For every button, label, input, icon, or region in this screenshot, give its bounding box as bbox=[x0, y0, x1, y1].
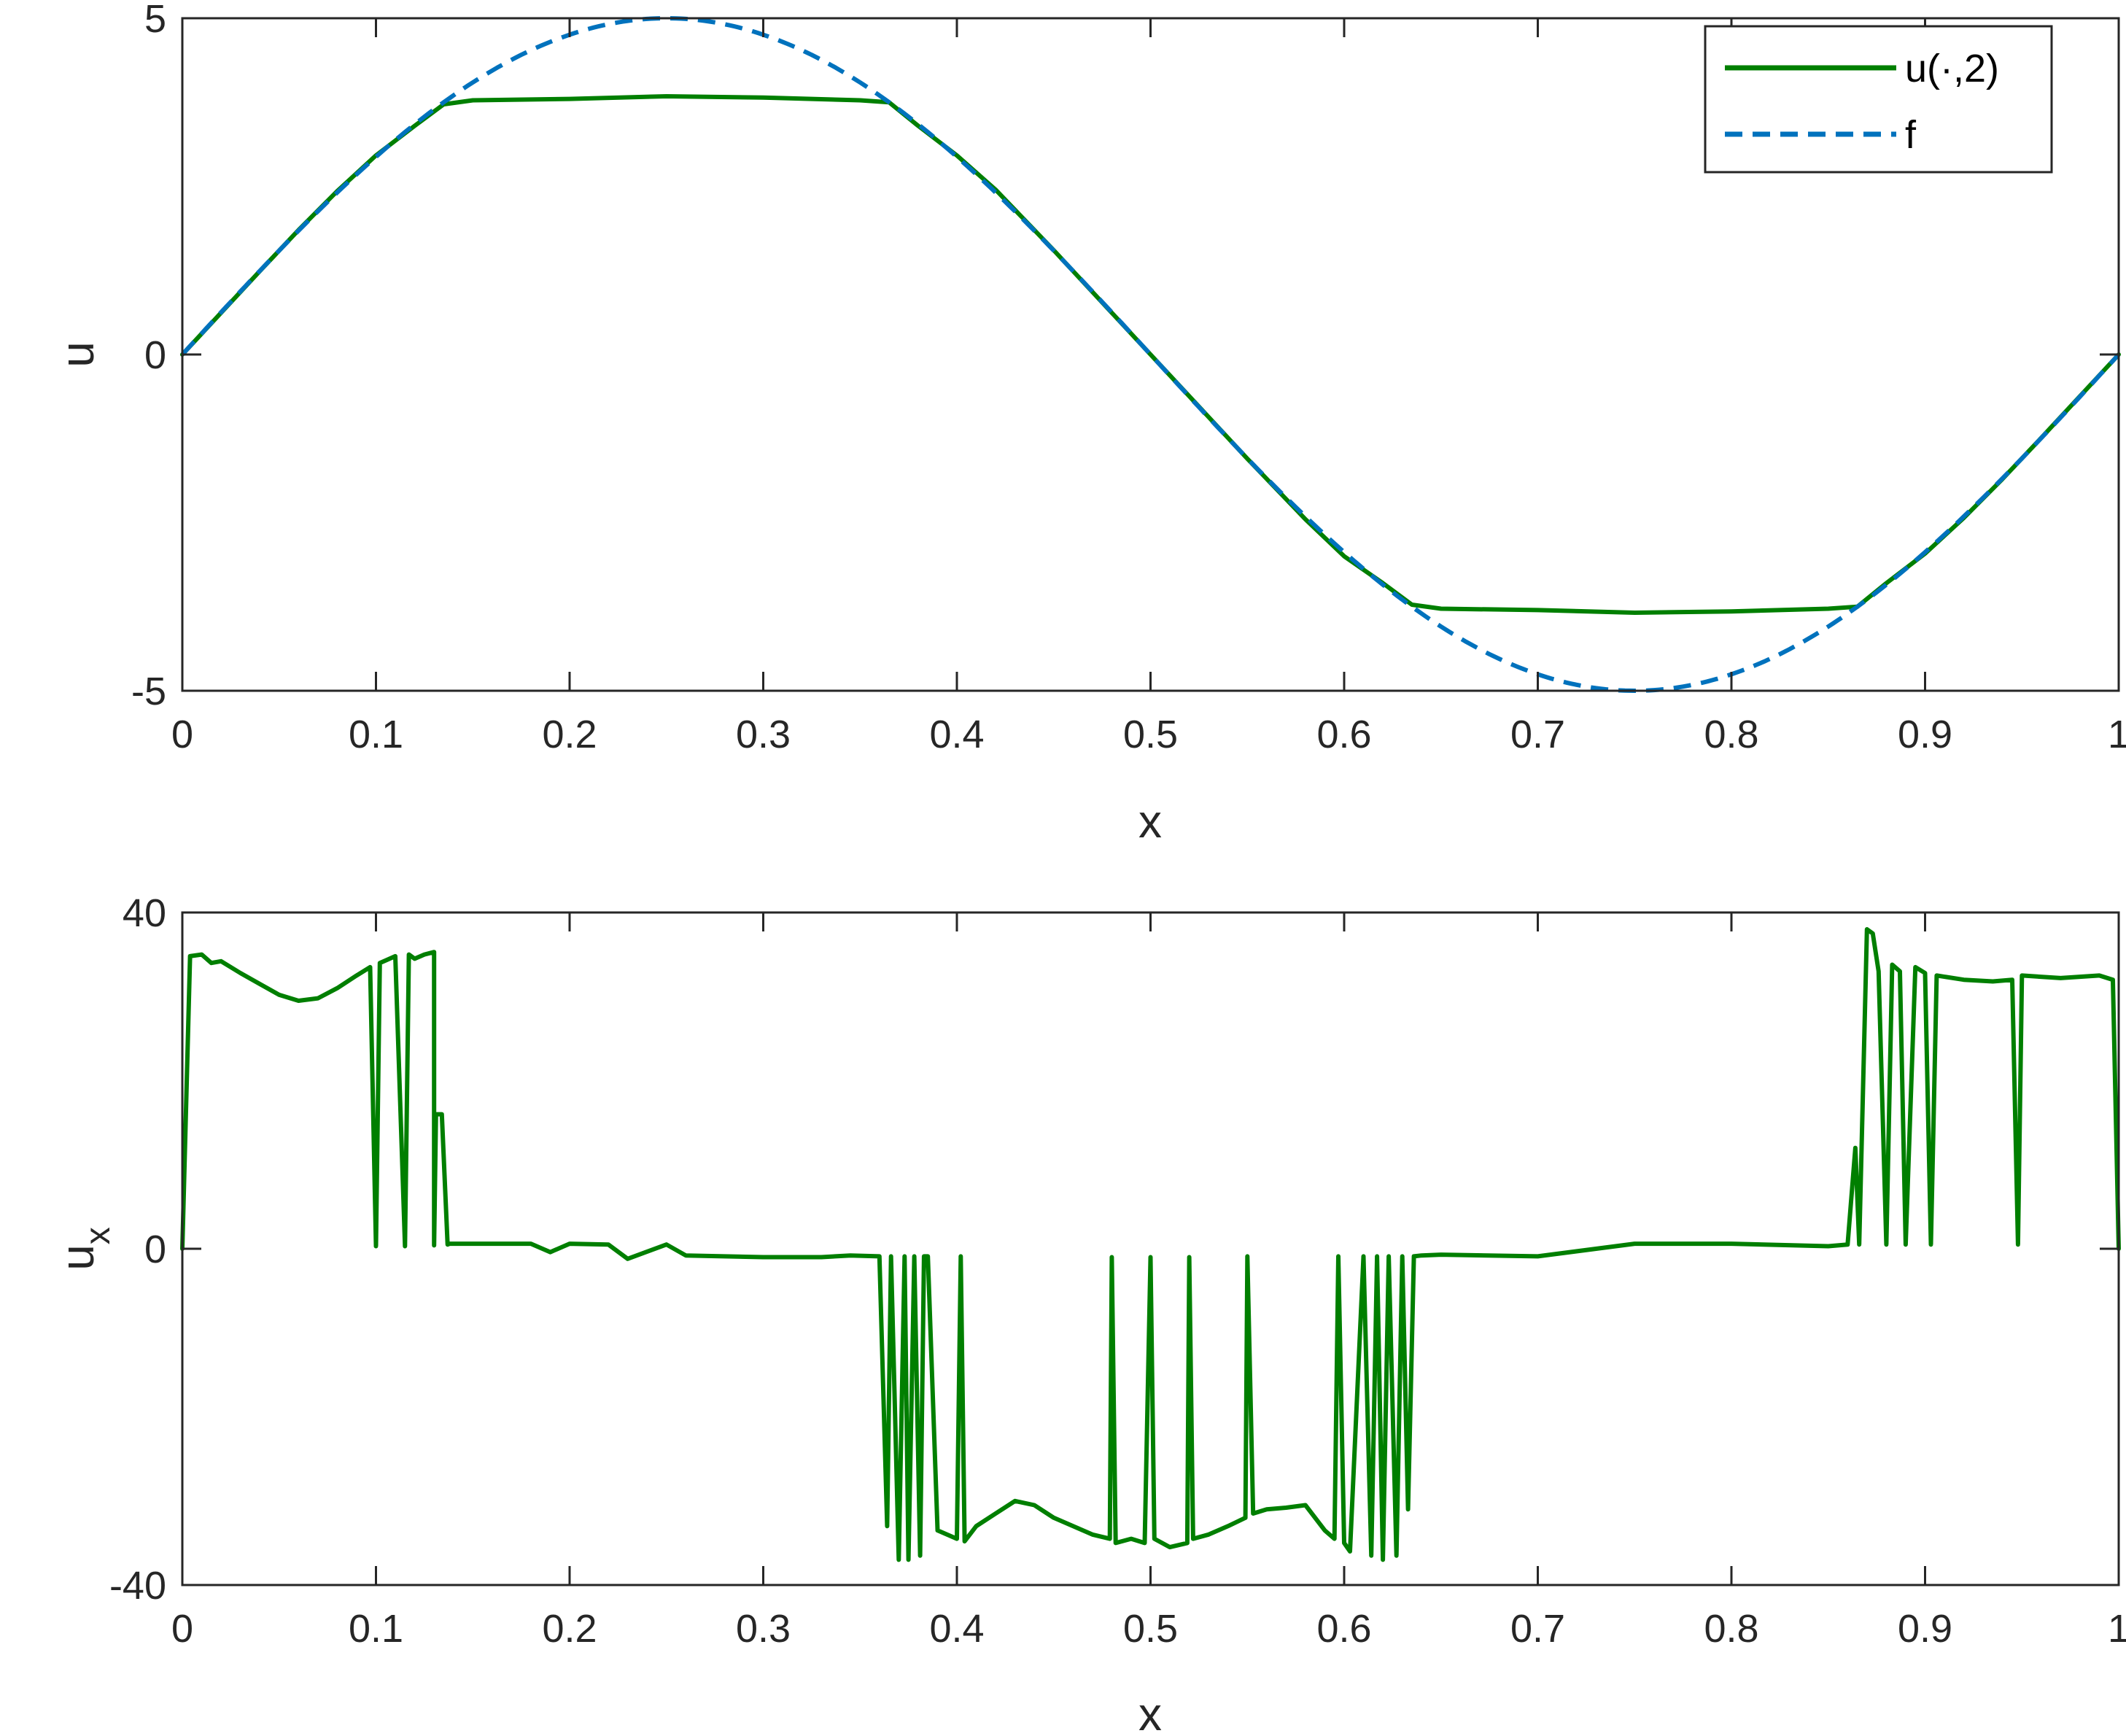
legend: u(·,2) f bbox=[1704, 25, 2053, 174]
top-x-axis-label: x bbox=[1138, 795, 1162, 848]
x-tick-label: 0.7 bbox=[1510, 713, 1565, 756]
top-y-ticks: -5 0 5 bbox=[131, 0, 2119, 713]
legend-box bbox=[1704, 25, 2053, 174]
bottom-y-axis-label: ux bbox=[51, 1227, 117, 1271]
bottom-plot-area bbox=[182, 912, 2119, 1585]
x-tick-label: 0.2 bbox=[542, 713, 597, 756]
x-tick-label: 0.5 bbox=[1123, 713, 1178, 756]
y-tick-label: 0 bbox=[144, 333, 166, 377]
bottom-y-ticks: -40 0 40 bbox=[109, 891, 2119, 1608]
bottom-series-u bbox=[180, 927, 2121, 1562]
x-tick-label: 0.8 bbox=[1704, 713, 1758, 756]
top-series-layer bbox=[180, 16, 2121, 693]
y-tick-label: 40 bbox=[123, 891, 166, 935]
x-tick-label: 0.6 bbox=[1316, 713, 1371, 756]
x-tick-label: 0.6 bbox=[1316, 1607, 1371, 1651]
x-tick-label: 1 bbox=[2108, 1607, 2126, 1651]
y-tick-label: 0 bbox=[144, 1228, 166, 1271]
x-tick-label: 0 bbox=[171, 713, 193, 756]
x-tick-label: 0.8 bbox=[1704, 1607, 1758, 1651]
x-tick-label: 0.1 bbox=[349, 713, 403, 756]
bottom-x-axis-label: x bbox=[1138, 1688, 1162, 1736]
top-y-axis-label: u bbox=[51, 341, 104, 368]
y-tick-label: -5 bbox=[131, 670, 166, 713]
top-subplot: 0 0.1 0.2 0.3 0.4 0.5 0.6 0.7 0.8 0.9 1 -505 x u u… bbox=[51, 0, 2126, 848]
legend-label-u: u(·,2) bbox=[1905, 47, 1999, 90]
x-tick-label: 0.3 bbox=[736, 713, 791, 756]
legend-label-f: f bbox=[1905, 113, 1917, 157]
bottom-x-ticks: 0 0.1 0.2 0.3 0.4 0.5 0.6 0.7 0.8 0.9 1 bbox=[171, 912, 2126, 1651]
x-tick-label: 0.5 bbox=[1123, 1607, 1178, 1651]
bottom-y-axis-label-subscript: x bbox=[79, 1227, 117, 1244]
y-tick-label: -40 bbox=[109, 1564, 166, 1608]
x-tick-label: 0.2 bbox=[542, 1607, 597, 1651]
x-tick-label: 0.3 bbox=[736, 1607, 791, 1651]
x-tick-label: 0 bbox=[171, 1607, 193, 1651]
x-tick-label: 0.1 bbox=[349, 1607, 403, 1651]
x-tick-label: 0.9 bbox=[1898, 713, 1952, 756]
x-tick-label: 0.9 bbox=[1898, 1607, 1952, 1651]
x-tick-label: 0.4 bbox=[929, 713, 984, 756]
top-x-ticks: 0 0.1 0.2 0.3 0.4 0.5 0.6 0.7 0.8 0.9 1 bbox=[171, 18, 2126, 756]
bottom-series-layer bbox=[180, 927, 2121, 1562]
x-tick-label: 1 bbox=[2108, 713, 2126, 756]
bottom-y-axis-label-main: u bbox=[51, 1244, 104, 1271]
x-tick-label: 0.7 bbox=[1510, 1607, 1565, 1651]
x-tick-label: 0.4 bbox=[929, 1607, 984, 1651]
y-tick-label: 5 bbox=[144, 0, 166, 41]
